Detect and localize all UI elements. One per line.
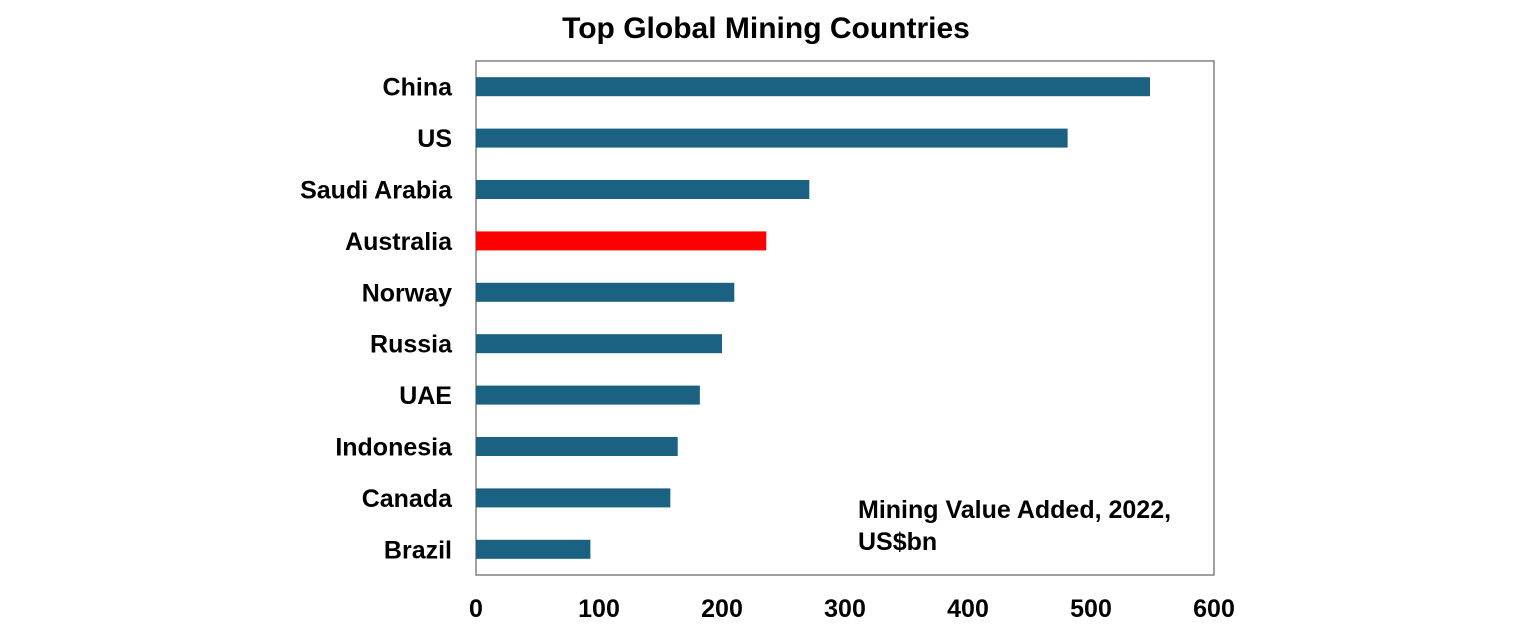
x-tick-label-0: 0 <box>469 595 483 623</box>
bars-layer <box>476 77 1151 559</box>
bar-uae <box>476 385 700 405</box>
x-tick-label-500: 500 <box>1070 595 1112 623</box>
x-tick-label-300: 300 <box>824 595 866 623</box>
category-label-china: China <box>383 74 454 102</box>
category-label-us: US <box>417 125 452 153</box>
plot-area-frame <box>475 60 1215 576</box>
category-label-indonesia: Indonesia <box>335 434 453 462</box>
x-axis-ticks: 0 100 200 300 400 500 600 <box>469 595 1235 623</box>
bar-china <box>476 77 1151 97</box>
x-tick-label-100: 100 <box>578 595 620 623</box>
bar-saudi-arabia <box>476 180 810 199</box>
category-label-brazil: Brazil <box>384 536 452 564</box>
bar-russia <box>476 334 722 354</box>
category-label-russia: Russia <box>370 331 453 359</box>
chart-title: Top Global Mining Countries <box>562 12 970 45</box>
bar-us <box>476 128 1068 148</box>
annotation-line-1: Mining Value Added, 2022, <box>858 496 1171 524</box>
x-tick-label-600: 600 <box>1193 595 1235 623</box>
bar-indonesia <box>476 437 678 456</box>
bar-brazil <box>476 539 591 559</box>
bar-australia <box>476 231 767 251</box>
category-label-norway: Norway <box>362 279 452 307</box>
x-tick-label-400: 400 <box>947 595 989 623</box>
bar-canada <box>476 488 671 508</box>
category-label-saudi-arabia: Saudi Arabia <box>300 177 453 205</box>
category-label-uae: UAE <box>399 382 452 410</box>
category-label-australia: Australia <box>345 228 453 256</box>
annotation-line-2: US$bn <box>858 528 937 556</box>
x-tick-label-200: 200 <box>701 595 743 623</box>
category-label-canada: Canada <box>362 485 453 513</box>
bar-norway <box>476 282 735 302</box>
category-labels: China US Saudi Arabia Australia Norway Russia… <box>300 74 453 565</box>
